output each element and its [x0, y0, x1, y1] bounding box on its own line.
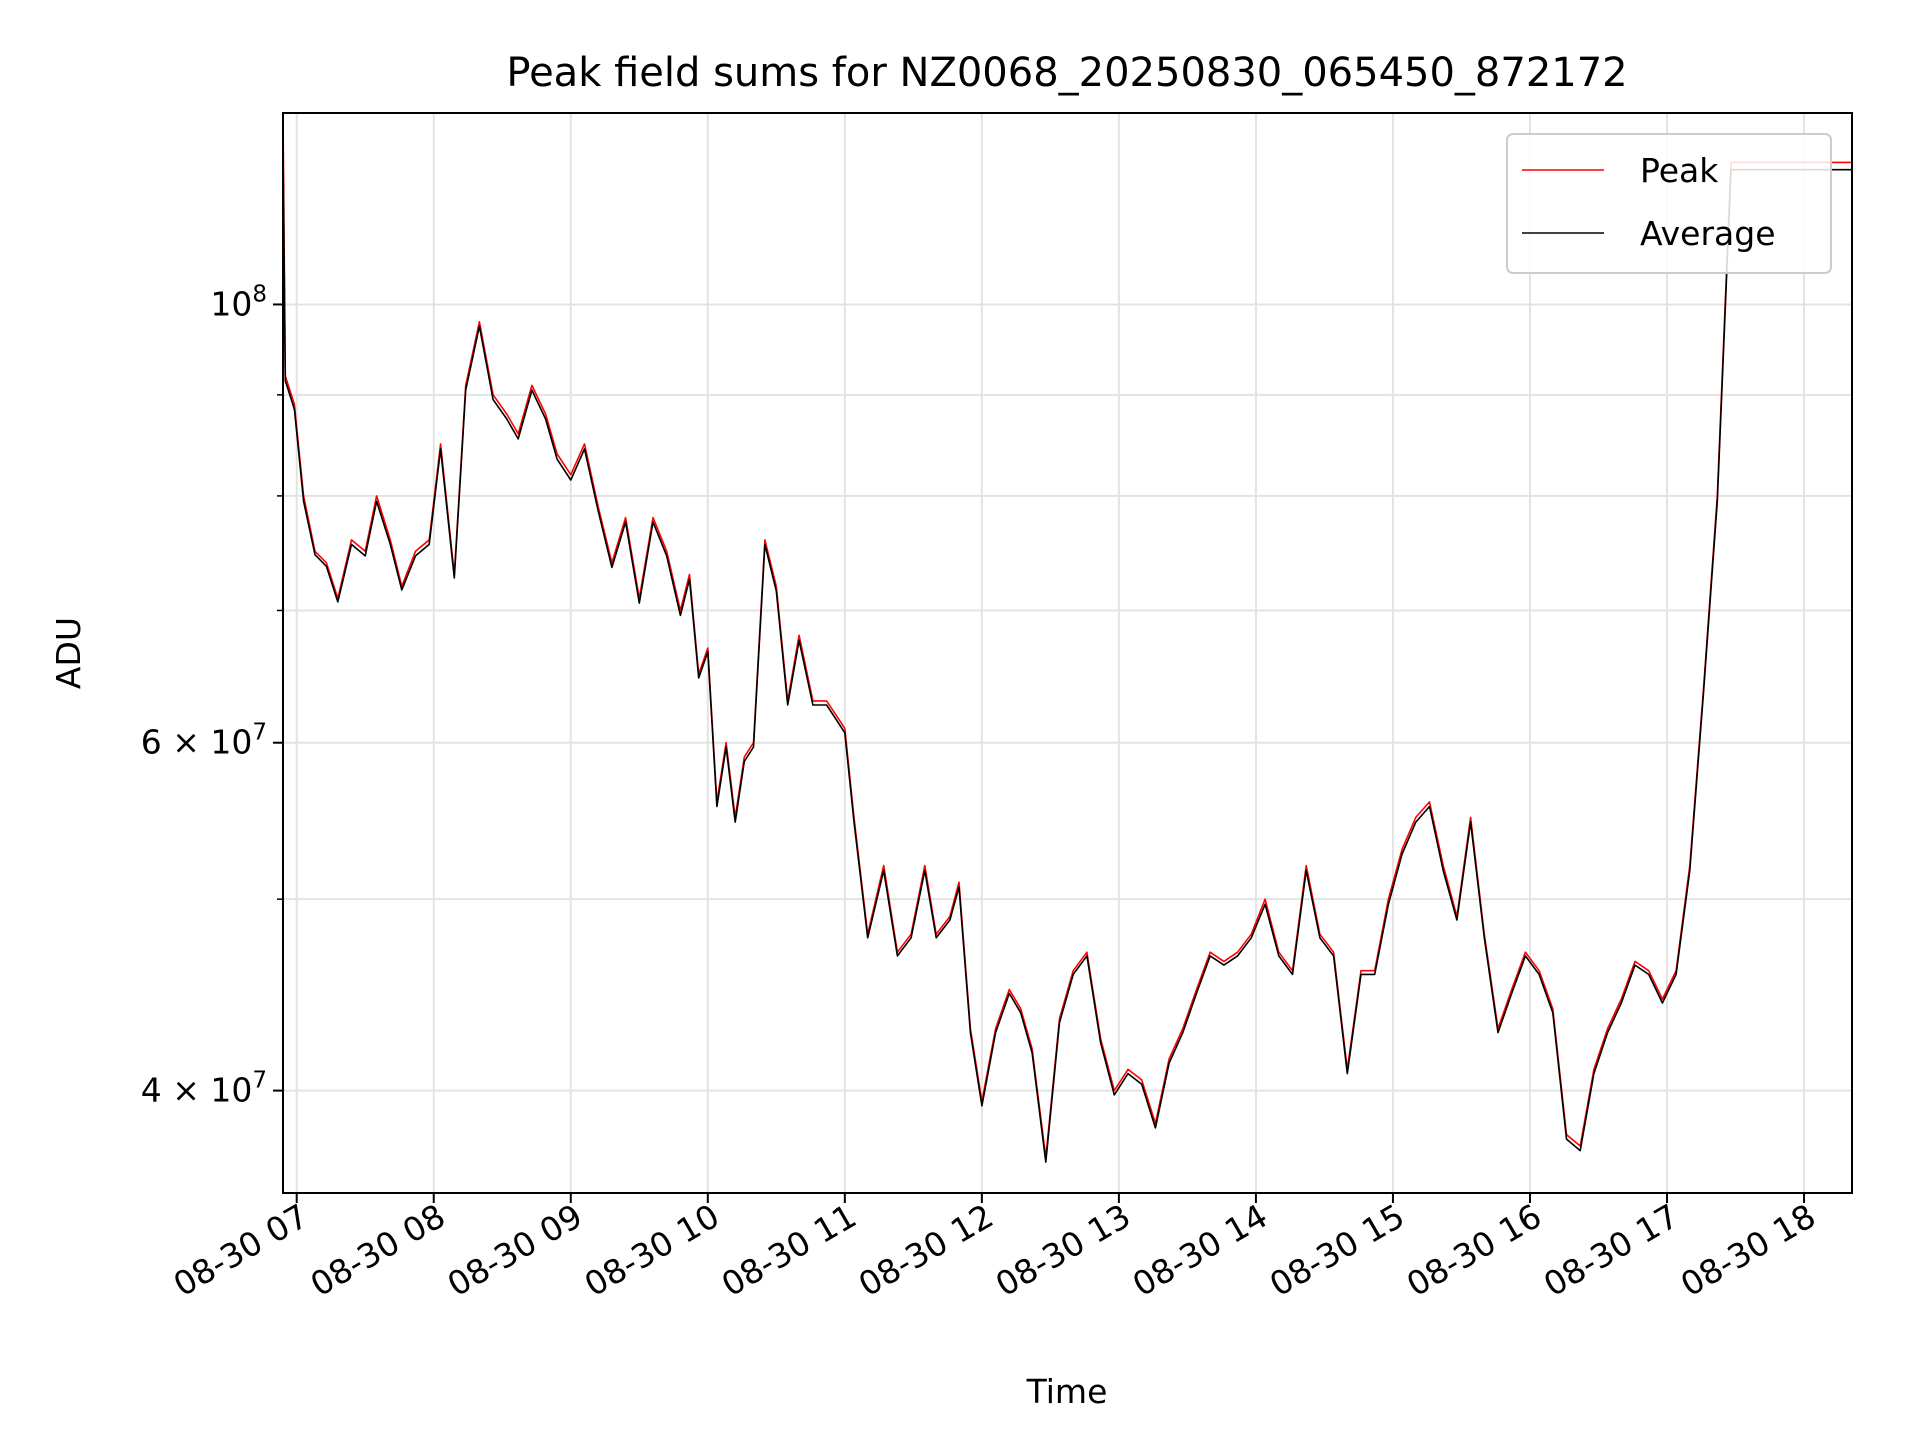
data-lines — [283, 113, 1852, 1163]
x-axis-label: Time — [1026, 1372, 1108, 1411]
y-tick-label: 108 — [210, 281, 267, 323]
y-axis-label: ADU — [49, 617, 88, 689]
legend-label-peak: Peak — [1640, 151, 1719, 190]
series-line-peak — [283, 113, 1852, 1159]
series-line-average — [283, 147, 1852, 1163]
y-tick-label: 6 × 107 — [141, 720, 267, 762]
plot-frame — [282, 112, 1853, 1194]
legend-box — [1506, 133, 1832, 274]
chart-title: Peak field sums for NZ0068_20250830_0654… — [506, 50, 1627, 96]
y-tick-label: 4 × 107 — [141, 1068, 267, 1110]
legend-label-average: Average — [1640, 214, 1776, 253]
grid — [283, 113, 1852, 1193]
legend: Peak Average — [1506, 133, 1832, 274]
y-axis: 108 6 × 107 4 × 107 — [141, 281, 283, 1110]
